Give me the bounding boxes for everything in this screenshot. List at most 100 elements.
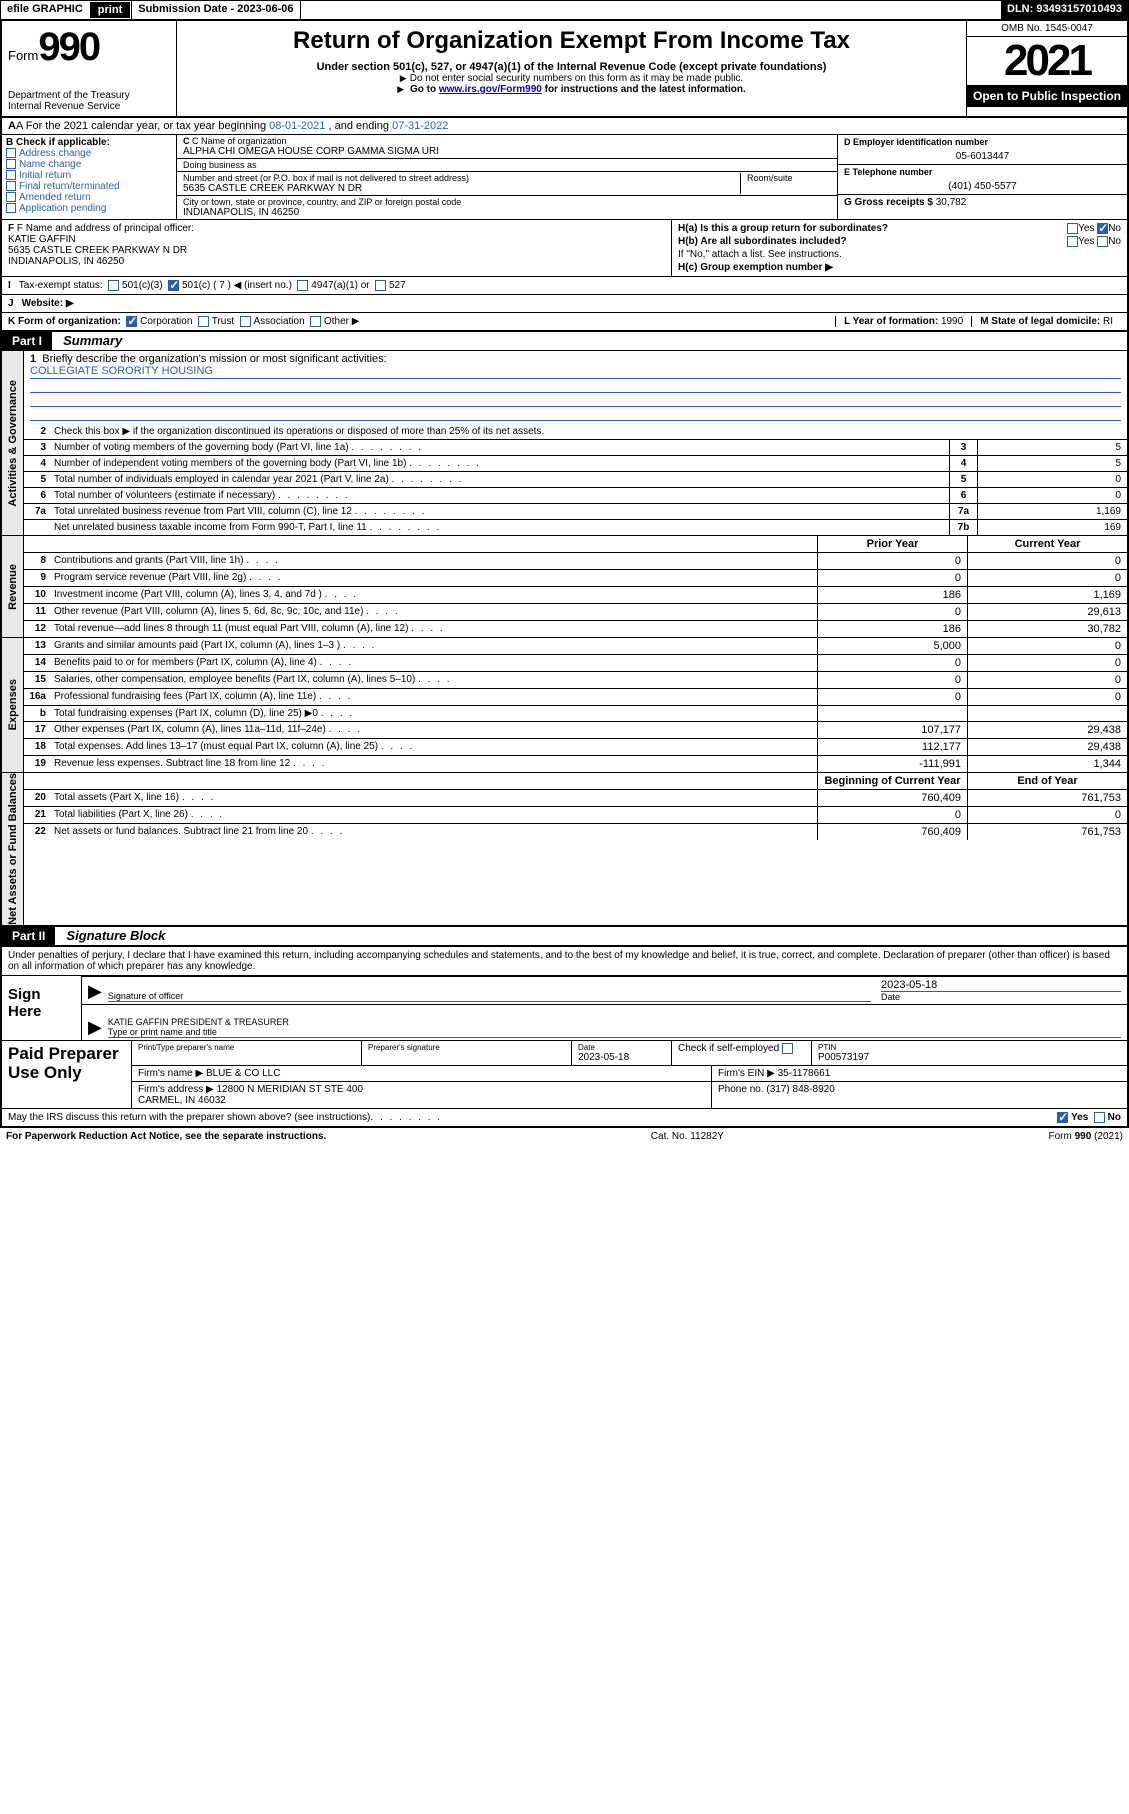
table-row: bTotal fundraising expenses (Part IX, co… [24, 706, 1127, 722]
mission-blank-1 [30, 379, 1121, 393]
k-o2: Trust [212, 316, 234, 327]
firm-addr-lbl: Firm's address ▶ [138, 1084, 214, 1095]
city-row: City or town, state or province, country… [177, 196, 837, 219]
k-o3: Association [254, 316, 305, 327]
print-button[interactable]: print [90, 2, 130, 18]
p-sig-lbl: Preparer's signature [368, 1043, 565, 1052]
tax-year-begin: 08-01-2021 [269, 120, 325, 132]
p-name-lbl: Print/Type preparer's name [138, 1043, 355, 1052]
k-corp-check[interactable] [126, 316, 137, 327]
colb-option[interactable]: Final return/terminated [6, 181, 172, 192]
colb-option[interactable]: Amended return [6, 192, 172, 203]
self-emp-check[interactable] [782, 1043, 793, 1054]
table-row: 22Net assets or fund balances. Subtract … [24, 824, 1127, 840]
ein-val: 05-6013447 [844, 151, 1121, 162]
discuss-yes-check[interactable] [1057, 1112, 1068, 1123]
preparer-body: Print/Type preparer's name Preparer's si… [132, 1041, 1127, 1108]
table-row: 5Total number of individuals employed in… [24, 472, 1127, 488]
gov-body: 1 Briefly describe the organization's mi… [24, 351, 1127, 535]
i-527-check[interactable] [375, 280, 386, 291]
i-501c-check[interactable] [168, 280, 179, 291]
colb-option[interactable]: Name change [6, 159, 172, 170]
sig-officer-field[interactable]: Signature of officer [108, 981, 871, 1002]
i-o4: 527 [389, 280, 406, 291]
no-lbl2: No [1108, 236, 1121, 247]
discuss-no-check[interactable] [1094, 1112, 1105, 1123]
na-header: Beginning of Current Year End of Year [24, 773, 1127, 790]
vtab-na-label: Net Assets or Fund Balances [7, 773, 19, 925]
col-b-options: Address changeName changeInitial returnF… [6, 148, 172, 214]
header-left: Form990 Department of the Treasury Inter… [2, 21, 177, 116]
table-row: 18Total expenses. Add lines 13–17 (must … [24, 739, 1127, 756]
discuss-no: No [1108, 1112, 1121, 1123]
yes-lbl: Yes [1078, 223, 1094, 234]
table-row: 10Investment income (Part VIII, column (… [24, 587, 1127, 604]
phone-val: (401) 450-5577 [844, 181, 1121, 192]
na-body: Beginning of Current Year End of Year 20… [24, 773, 1127, 925]
table-row: 9Program service revenue (Part VIII, lin… [24, 570, 1127, 587]
na-py-hd: Beginning of Current Year [817, 773, 967, 789]
line-k: K Form of organization: Corporation Trus… [0, 313, 1129, 332]
k-other-check[interactable] [310, 316, 321, 327]
hb-yes-check[interactable] [1067, 236, 1078, 247]
org-name-row: C C Name of organization ALPHA CHI OMEGA… [177, 135, 837, 159]
ha-yes-check[interactable] [1067, 223, 1078, 234]
i-o3: 4947(a)(1) or [311, 280, 369, 291]
ha-lbl: H(a) Is this a group return for subordin… [678, 223, 888, 234]
preparer-row-2: Firm's name ▶ BLUE & CO LLC Firm's EIN ▶… [132, 1066, 1127, 1082]
ein-block: D Employer identification number 05-6013… [838, 135, 1127, 165]
page-footer: For Paperwork Reduction Act Notice, see … [0, 1128, 1129, 1145]
m-val: RI [1103, 316, 1113, 327]
part-i-title: Summary [55, 333, 122, 348]
open-inspection: Open to Public Inspection [967, 85, 1127, 107]
sig-date-lbl: Date [881, 992, 1121, 1002]
col-f: F F Name and address of principal office… [2, 220, 672, 276]
form-prefix: Form [8, 48, 38, 63]
preparer-row-1: Print/Type preparer's name Preparer's si… [132, 1041, 1127, 1066]
table-row: 17Other expenses (Part IX, column (A), l… [24, 722, 1127, 739]
i-4947-check[interactable] [297, 280, 308, 291]
firm-name-lbl: Firm's name ▶ [138, 1068, 203, 1079]
col-c: C C Name of organization ALPHA CHI OMEGA… [177, 135, 837, 219]
preparer-row-3: Firm's address ▶ 12800 N MERIDIAN ST STE… [132, 1082, 1127, 1108]
name-title-field: KATIE GAFFIN PRESIDENT & TREASURER Type … [108, 1007, 1121, 1038]
hb-no-check[interactable] [1097, 236, 1108, 247]
table-row: 21Total liabilities (Part X, line 26) 00 [24, 807, 1127, 824]
colb-option[interactable]: Address change [6, 148, 172, 159]
h-note: If "No," attach a list. See instructions… [678, 249, 1121, 260]
prior-year-hd: Prior Year [817, 536, 967, 552]
l1-text: Briefly describe the organization's miss… [42, 353, 386, 365]
k-assoc-check[interactable] [240, 316, 251, 327]
i-o2: 501(c) ( 7 ) ◀ (insert no.) [182, 280, 292, 291]
colb-option[interactable]: Application pending [6, 203, 172, 214]
exp-body: 13Grants and similar amounts paid (Part … [24, 638, 1127, 772]
tax-year: 2021 [967, 37, 1127, 85]
signature-block: Under penalties of perjury, I declare th… [0, 946, 1129, 1128]
gross-val: 30,782 [936, 197, 967, 208]
ptin-val: P00573197 [818, 1052, 869, 1063]
firm-name-val: BLUE & CO LLC [206, 1068, 280, 1079]
part-ii-title: Signature Block [58, 928, 165, 943]
vtab-expenses: Expenses [2, 638, 24, 772]
header-right: OMB No. 1545-0047 2021 Open to Public In… [967, 21, 1127, 116]
form-subtitle-1: Under section 501(c), 527, or 4947(a)(1)… [185, 61, 958, 73]
rev-header: Prior Year Current Year [24, 536, 1127, 553]
i-501c3-check[interactable] [108, 280, 119, 291]
h-b: H(b) Are all subordinates included? Yes … [678, 236, 1121, 247]
prep-phone-val: (317) 848-8920 [766, 1084, 834, 1095]
colb-option[interactable]: Initial return [6, 170, 172, 181]
l-lbl: L Year of formation: [844, 316, 938, 327]
k-lbl: K Form of organization: [8, 316, 121, 327]
form-no: 990 [38, 25, 99, 69]
ha-no-check[interactable] [1097, 223, 1108, 234]
table-row: 8Contributions and grants (Part VIII, li… [24, 553, 1127, 570]
mission-text: COLLEGIATE SORORITY HOUSING [30, 365, 1121, 379]
irs-link[interactable]: www.irs.gov/Form990 [439, 84, 542, 95]
table-row: 20Total assets (Part X, line 16) 760,409… [24, 790, 1127, 807]
name-title-val: KATIE GAFFIN PRESIDENT & TREASURER [108, 1017, 1121, 1027]
k-trust-check[interactable] [198, 316, 209, 327]
jurat-text: Under penalties of perjury, I declare th… [2, 947, 1127, 975]
top-bar: efile GRAPHIC print Submission Date - 20… [0, 0, 1129, 20]
footer-form-no: 990 [1075, 1131, 1092, 1142]
header-mid: Return of Organization Exempt From Incom… [177, 21, 967, 116]
